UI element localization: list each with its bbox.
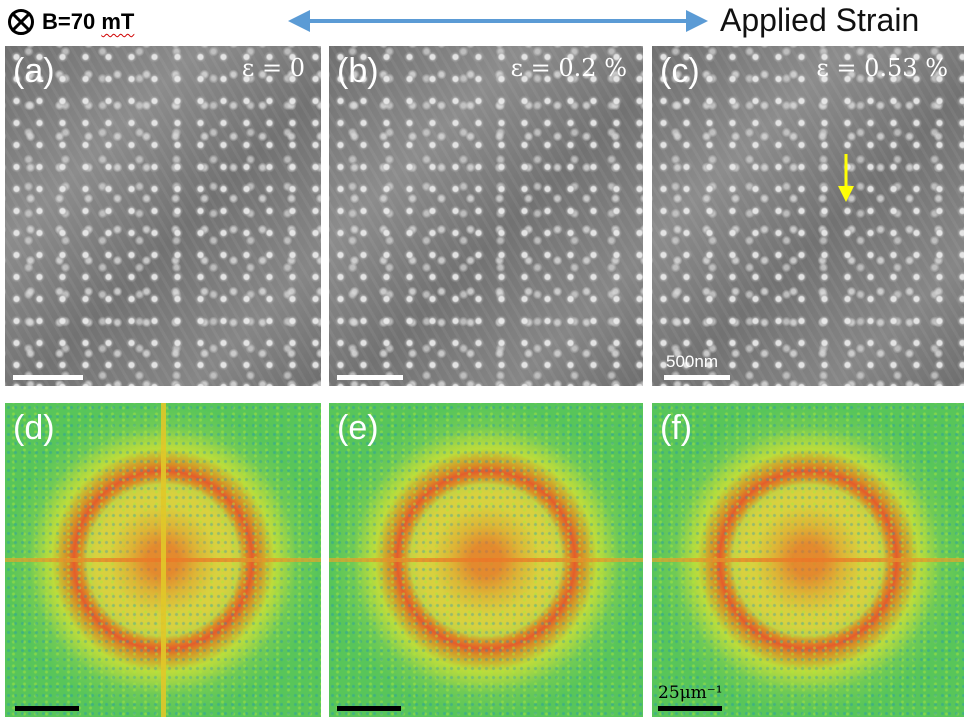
panel-d-scalebar <box>15 706 79 711</box>
panel-b-strain: ε = 0.2 % <box>510 54 627 82</box>
panel-a-image: (a) ε = 0 <box>5 46 321 386</box>
panel-b-scalebar <box>337 375 403 380</box>
panel-a-strain: ε = 0 <box>241 54 305 82</box>
yellow-arrow-icon <box>838 154 854 202</box>
field-strength-label: B=70 mT <box>42 9 135 34</box>
panel-d-vertical-streak <box>161 403 166 717</box>
double-arrow-icon <box>288 10 708 32</box>
panel-e-label: (e) <box>337 409 379 447</box>
panel-c-scalebar-text: 500nm <box>666 352 718 371</box>
panel-c-scalebar <box>664 375 730 380</box>
field-indicator: B=70 mT <box>8 4 134 40</box>
panel-b-label: (b) <box>337 52 379 90</box>
panel-d-label: (d) <box>13 409 55 447</box>
panel-c-label: (c) <box>660 52 700 90</box>
panel-f-scalebar <box>658 706 722 711</box>
panel-b-image: (b) ε = 0.2 % <box>329 46 643 386</box>
panel-e-image: (e) <box>329 403 643 717</box>
panel-f-label: (f) <box>660 409 693 447</box>
panel-c-strain: ε = 0.53 % <box>816 54 948 82</box>
panel-a-label: (a) <box>13 52 55 90</box>
panel-f-image: (f) 25μm⁻¹ <box>652 403 964 717</box>
panel-f-scalebar-text: 25μm⁻¹ <box>658 683 723 703</box>
panel-e-scalebar <box>337 706 401 711</box>
field-unit: mT <box>101 9 135 34</box>
field-into-page-icon <box>8 9 34 35</box>
panel-d-image: (d) <box>5 403 321 717</box>
applied-strain-label: Applied Strain <box>720 2 920 38</box>
panel-e-horizontal-streak <box>329 558 643 562</box>
panel-c-image: (c) ε = 0.53 % 500nm <box>652 46 964 386</box>
panel-a-scalebar <box>13 375 83 380</box>
panel-f-horizontal-streak <box>652 558 964 562</box>
